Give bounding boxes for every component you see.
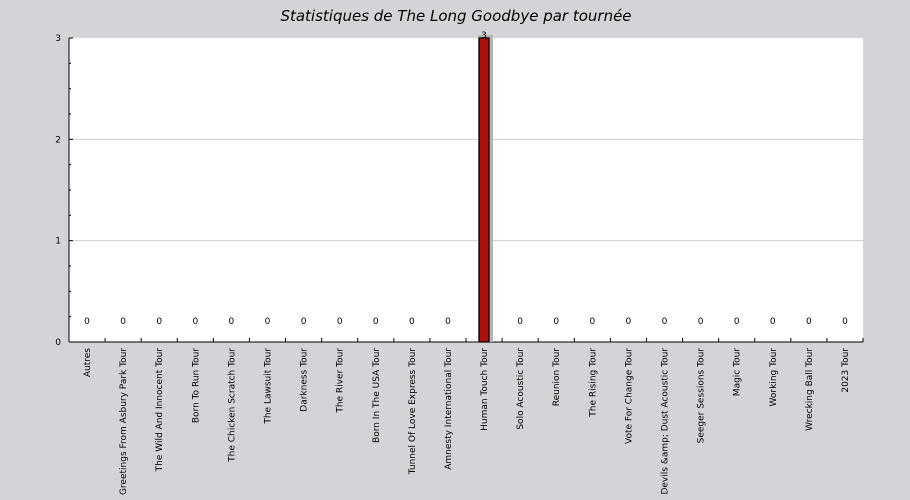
x-category-label: The Rising Tour [588,348,598,418]
x-category-label: The Wild And Innocent Tour [155,348,165,473]
x-category-label: Vote For Change Tour [624,348,634,444]
bar-value-label: 0 [734,317,740,327]
bar-value-label: 0 [626,317,632,327]
x-category-label: Tunnel Of Love Express Tour [408,348,418,476]
y-tick-label: 2 [55,135,61,145]
bar-value-label: 0 [120,317,126,327]
bar-value-label: 0 [589,317,595,327]
bar-value-label: 0 [445,317,451,327]
x-category-label: Human Touch Tour [480,348,490,431]
bar-value-label: 0 [373,317,379,327]
x-category-label: The Lawsuit Tour [264,348,274,425]
x-category-label: Darkness Tour [300,348,310,412]
x-category-label: 2023 Tour [841,348,851,393]
x-category-label: Autres [83,348,93,377]
x-category-label: Wrecking Ball Tour [805,348,815,431]
chart-title: Statistiques de The Long Goodbye par tou… [280,7,631,25]
plot-area [69,38,863,342]
x-category-label: Reunion Tour [552,348,562,407]
axis-layer [68,37,864,343]
bar-value-label: 0 [229,317,235,327]
grid-layer [69,138,863,242]
bar-value-label: 0 [301,317,307,327]
x-category-label: The River Tour [336,348,346,414]
x-category-label: Seeger Sessions Tour [697,348,707,444]
x-category-label: Born To Run Tour [191,348,201,423]
y-tick-label: 0 [55,338,61,348]
bar-value-label: 0 [265,317,271,327]
label-layer: 0 1 2 3 0 Autres 0 Greetings From Asbury Park T… [55,31,851,495]
x-category-label: Born In The USA Tour [372,348,382,443]
bar-value-label: 0 [806,317,812,327]
bar-value-label: 0 [156,317,162,327]
x-category-label: The Chicken Scratch Tour [227,348,237,463]
x-category-label: Solo Acoustic Tour [516,348,526,430]
x-category-label: Devils &amp; Dust Acoustic Tour [661,348,671,495]
bar-value-label: 0 [662,317,668,327]
x-category-label: Magic Tour [733,348,743,396]
x-category-label: Amnesty International Tour [444,348,454,470]
x-category-label: Greetings From Asbury Park Tour [119,348,129,495]
bar [478,37,490,343]
bar-value-label: 0 [192,317,198,327]
bar-value-label: 0 [770,317,776,327]
bar-value-label: 0 [84,317,90,327]
bar-value-label: 0 [337,317,343,327]
bar-value-label: 0 [409,317,415,327]
x-category-label: Working Tour [769,348,779,407]
bar-value-label: 0 [517,317,523,327]
bar-value-label: 0 [842,317,848,327]
bar-layer [478,35,494,343]
bar-value-label: 0 [698,317,704,327]
bar-value-label: 0 [553,317,559,327]
y-tick-label: 1 [55,237,61,247]
bar-value-label: 3 [481,31,487,41]
y-tick-label: 3 [55,34,61,44]
